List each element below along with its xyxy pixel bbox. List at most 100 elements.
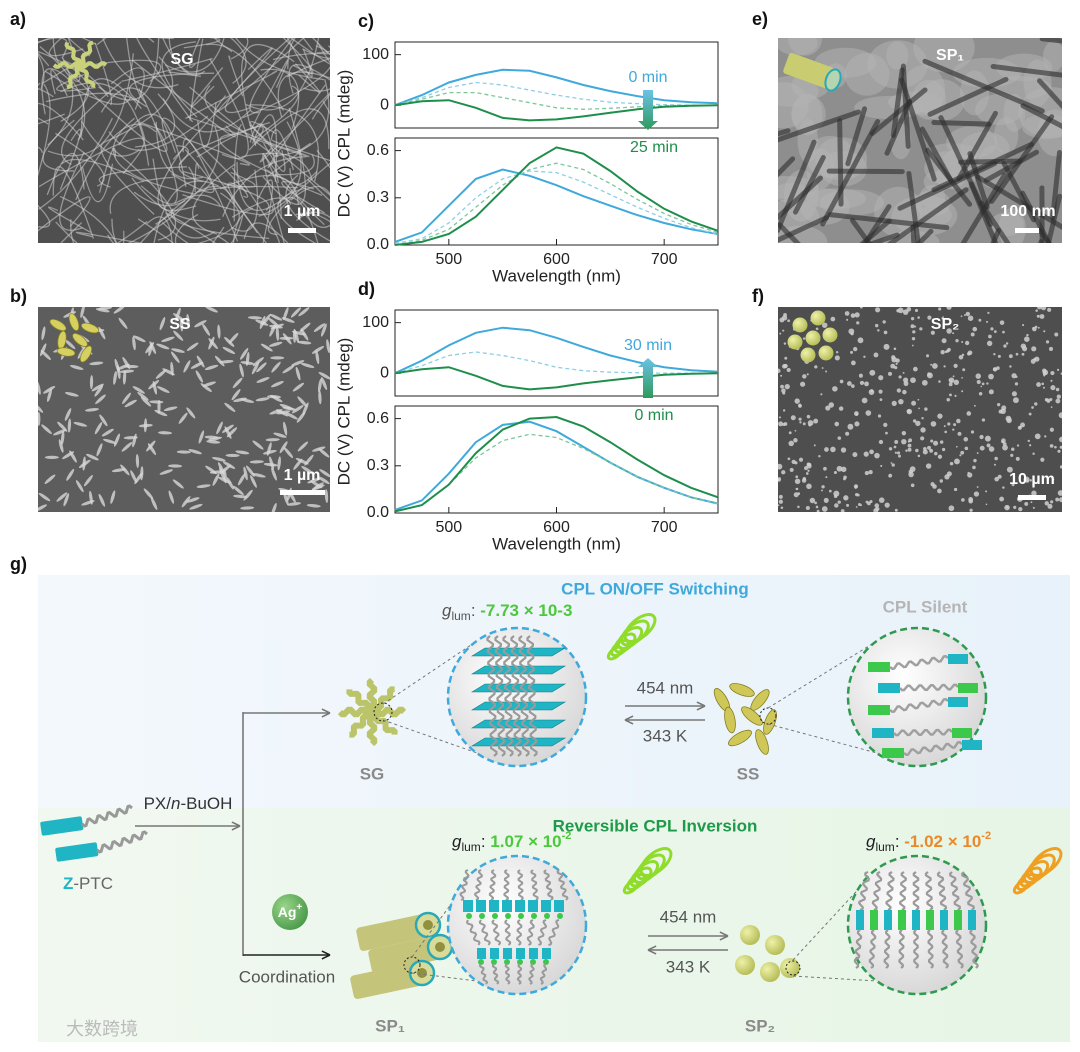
particle [217,324,221,339]
precursor-part: Z [63,874,73,893]
particle [821,485,825,489]
particle [783,422,788,426]
particle [140,396,152,407]
particle [985,490,988,493]
particle [1013,505,1017,510]
particle [972,326,978,332]
particle [853,346,858,352]
core [968,910,976,930]
particle [224,402,236,412]
particle [911,400,917,406]
particle [190,361,204,369]
particle [793,438,798,443]
particle [271,467,277,481]
particle [910,324,915,329]
alkyl-strand [517,869,524,901]
sp2-sphere [735,955,755,975]
particle [1037,326,1040,329]
y-tick-label: 0.3 [367,189,389,206]
series-line [394,351,718,374]
particle [267,395,281,399]
particle [901,430,907,436]
particle [838,406,844,411]
particle [1010,453,1014,457]
fiber [197,185,298,193]
alkyl-strand [941,929,949,969]
particle [898,398,904,405]
arrow-head [231,821,241,831]
particle [946,307,952,310]
particle [839,379,844,384]
rod [906,170,921,243]
blotch [1023,59,1052,107]
particle [917,316,920,319]
rod [983,149,1040,183]
fiber [126,38,147,104]
particle [245,352,250,366]
particle [168,490,175,504]
particle [324,489,329,504]
particle [850,332,854,336]
ag-site [479,913,485,919]
rod [910,224,917,243]
particle [271,361,281,373]
particle [89,361,104,366]
particle [930,421,937,427]
particle [798,404,802,408]
series-line [394,81,718,106]
section-title: CPL ON/OFF Switching [561,579,749,598]
particle [113,370,117,385]
particle [60,430,65,445]
core [476,900,486,912]
fiber [241,152,313,180]
fiber [38,146,43,153]
particle [809,497,816,504]
particle [798,457,804,462]
particle [1008,354,1013,359]
scale-bar [280,490,325,495]
glum-sep: : [471,601,480,620]
particle [820,393,823,396]
particle [813,444,816,447]
particle [306,504,321,508]
particle [949,393,952,397]
fiber [38,117,113,210]
fiber [127,166,196,243]
particle [255,319,269,326]
coordination-label: Coordination [239,967,335,986]
fiber [258,121,302,217]
particle [919,327,923,331]
particle [975,373,982,379]
particle [890,462,893,464]
particle [307,477,321,484]
particle [318,390,322,405]
alkyl-chain [96,830,148,854]
particle [269,324,283,329]
fiber [235,38,325,81]
particle [1050,371,1055,376]
particle [1055,387,1060,392]
particle [134,472,143,485]
particle [952,332,955,335]
core [477,948,486,959]
particle [902,389,907,395]
ag-site [543,959,549,965]
particle [1024,336,1030,342]
image-label: SS [169,316,191,333]
particle [1034,402,1038,406]
particle [219,359,234,364]
particle [896,451,901,455]
particle [978,391,983,396]
alkyl-strand [504,963,511,985]
scale-bar [288,228,316,233]
particle [283,307,289,321]
fiber [295,212,330,223]
y-tick-label: 100 [362,46,389,63]
particle [222,424,234,433]
core [856,910,864,930]
particle [1031,346,1037,352]
particle [38,381,41,395]
particle [906,409,911,414]
y-axis-label: DC (V) CPL (mdeg) [334,338,353,486]
fiber [231,167,280,243]
